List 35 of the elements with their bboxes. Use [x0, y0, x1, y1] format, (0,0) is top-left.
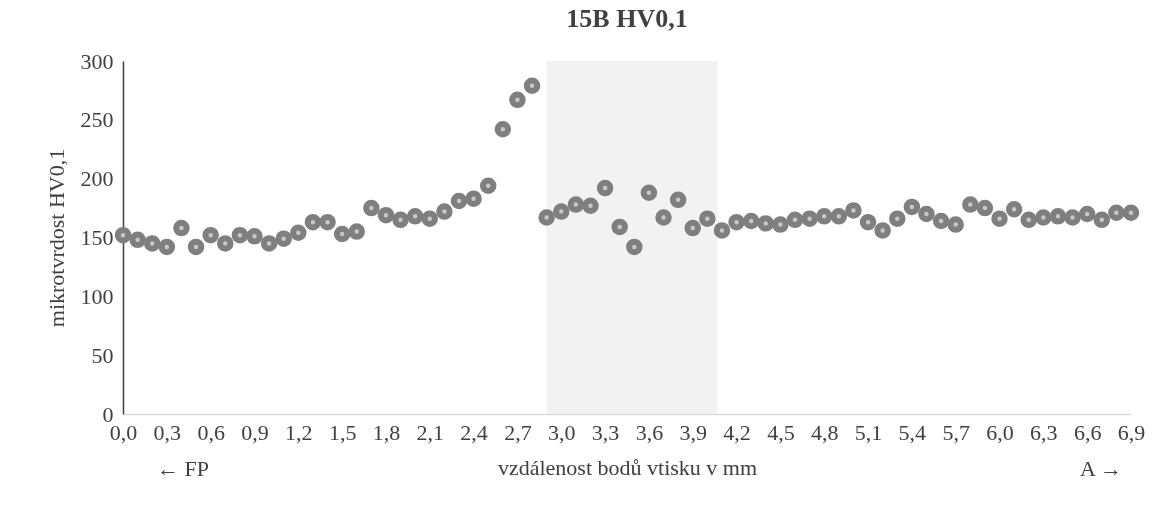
x-tick-label: 0,9 — [241, 419, 269, 445]
x-tick-label: 3,6 — [635, 419, 664, 445]
x-tick-label: 2,7 — [504, 419, 532, 445]
x-tick-label: 5,7 — [942, 419, 970, 445]
x-tick-label: 6,9 — [1117, 419, 1146, 445]
y-tick-label: 100 — [80, 283, 114, 309]
x-tick-label: 3,0 — [548, 419, 576, 445]
y-tick-label: 0 — [102, 401, 114, 427]
x-tick-label: 4,5 — [767, 419, 795, 445]
x-tick-label: 3,3 — [591, 419, 620, 445]
chart-title: 15B HV0,1 — [566, 4, 688, 33]
y-tick-label: 250 — [80, 107, 114, 133]
x-tick-label: 1,5 — [328, 419, 357, 445]
x-tick-label: 2,1 — [416, 419, 445, 445]
x-tick-label: 0,6 — [197, 419, 225, 445]
x-tick-label: 1,8 — [372, 419, 401, 445]
x-tick-label: 5,1 — [854, 419, 883, 445]
x-tick-label: 3,9 — [679, 419, 707, 445]
x-tick-label: 6,0 — [986, 419, 1014, 445]
x-tick-label: 6,6 — [1073, 419, 1102, 445]
x-tick-label: 5,4 — [898, 419, 927, 445]
x-tick-label: 0,3 — [153, 419, 182, 445]
y-tick-label: 300 — [80, 48, 114, 74]
x-axis-title: vzdálenost bodů vtisku v mm — [497, 454, 758, 480]
y-tick-label: 200 — [80, 166, 114, 192]
y-tick-label: 150 — [80, 225, 114, 250]
x-tick-label: 4,2 — [723, 419, 751, 445]
y-tick-label: 50 — [91, 342, 114, 368]
text: ← FP — [157, 456, 209, 481]
x-tick-label: 6,3 — [1030, 419, 1058, 445]
y-axis-title: mikrotvrdost HV0,1 — [43, 148, 69, 328]
x-tick-label: 1,2 — [285, 419, 313, 445]
x-tick-label: 2,4 — [460, 419, 488, 445]
text: A → — [1079, 456, 1123, 481]
x-tick-label: 4,8 — [810, 419, 839, 445]
